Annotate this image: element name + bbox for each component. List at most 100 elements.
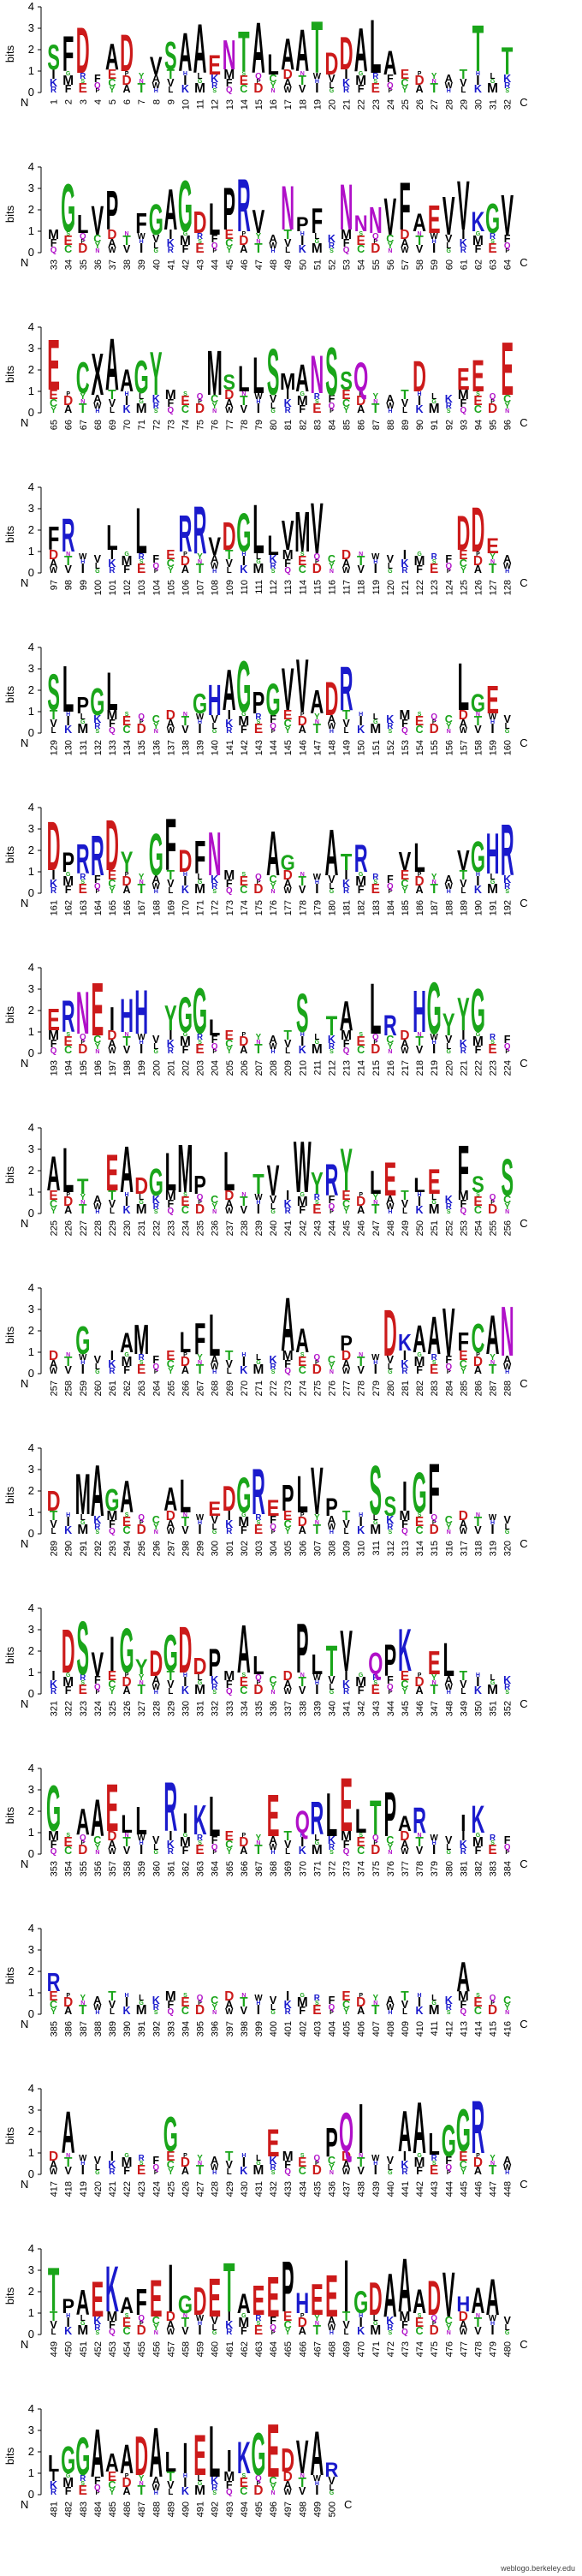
residue-letter: F (167, 1999, 174, 2011)
residue-letter: L (370, 1165, 381, 1202)
residue-letter: Y (270, 882, 276, 891)
residue-letter: G (241, 1512, 246, 1518)
position-label: 309 (342, 1541, 353, 1556)
residue-letter: D (253, 882, 263, 897)
position-label: 7 (137, 99, 147, 104)
residue-letter: R (383, 1010, 397, 1042)
residue-letter: G (417, 2153, 422, 2159)
residue-letter: W (401, 1046, 409, 1056)
residue-letter: Q (504, 1843, 511, 1852)
residue-letter: R (80, 873, 86, 882)
residue-letter: I (169, 1029, 172, 1043)
position-label: 473 (401, 2341, 411, 2357)
residue-letter: Y (285, 1527, 291, 1536)
residue-letter: H (183, 71, 187, 77)
residue-letter: K (474, 1685, 482, 1696)
residue-letter: L (110, 1207, 115, 1216)
residue-letter: G (300, 1192, 306, 1198)
residue-letter: K (181, 884, 189, 896)
residue-letter: K (152, 1194, 160, 1206)
residue-letter: H (95, 408, 99, 414)
position-label: 274 (298, 1380, 308, 1396)
position-label: 95 (489, 420, 499, 430)
residue-letter: T (299, 2476, 307, 2490)
position-label: 99 (79, 580, 89, 590)
position-label: 292 (93, 1541, 104, 1556)
residue-letter: F (475, 1845, 482, 1857)
position-label: 408 (386, 2021, 396, 2036)
residue-letter: H (80, 1360, 85, 1366)
position-label: 42 (181, 259, 191, 270)
residue-letter: G (373, 2321, 378, 2327)
residue-letter: M (136, 1202, 147, 1217)
residue-letter: N (432, 880, 436, 886)
residue-letter: G (490, 880, 496, 886)
residue-letter: P (418, 71, 422, 77)
residue-letter: M (400, 708, 411, 723)
residue-letter: N (140, 79, 144, 85)
residue-letter: V (311, 1455, 324, 1530)
residue-letter: H (315, 79, 319, 85)
residue-letter: W (50, 566, 58, 575)
residue-letter: C (299, 1364, 306, 1376)
residue-letter: M (165, 1189, 176, 1203)
position-label: 481 (50, 2501, 60, 2517)
residue-letter: L (135, 494, 146, 568)
y-tick-label: 0 (28, 886, 34, 899)
residue-letter: L (413, 1173, 425, 1196)
y-axis-label: bits (3, 1966, 16, 1984)
position-label: 183 (371, 900, 382, 915)
residue-letter: M (180, 1035, 191, 1049)
residue-letter: L (326, 1781, 337, 1850)
residue-letter: A (474, 564, 482, 575)
residue-letter: S (472, 1172, 484, 1197)
residue-letter: Y (139, 873, 145, 882)
residue-letter: N (300, 1673, 305, 1679)
residue-letter: Y (329, 2163, 335, 2173)
y-tick-label: 4 (28, 1441, 34, 1454)
residue-letter: N (315, 719, 319, 725)
residue-letter: R (285, 2007, 291, 2017)
y-tick-label: 3 (28, 1943, 34, 1956)
position-label: 266 (181, 1380, 191, 1396)
residue-letter: M (122, 1355, 133, 1369)
residue-letter: Q (270, 2323, 276, 2333)
position-label: 225 (50, 1220, 60, 1236)
residue-letter: P (373, 1840, 377, 1846)
residue-letter: V (270, 1194, 277, 1206)
residue-letter: R (285, 1207, 291, 1216)
position-label: 201 (166, 1060, 176, 1076)
position-label: 91 (430, 420, 440, 430)
position-label: 205 (225, 1060, 235, 1076)
residue-letter: I (257, 2003, 260, 2018)
credit-text: weblogo.berkeley.edu (501, 2564, 575, 2573)
residue-letter: I (182, 2436, 187, 2484)
position-label: 411 (430, 2021, 440, 2036)
residue-letter: Y (329, 562, 335, 571)
position-label: 32 (503, 99, 514, 110)
residue-letter: V (211, 2315, 218, 2327)
y-tick-label: 1 (28, 865, 34, 878)
residue-letter: T (137, 1683, 146, 1697)
position-label: 65 (50, 420, 60, 430)
residue-letter: G (46, 1772, 61, 1846)
residue-letter: C (386, 1034, 394, 1046)
residue-letter: Q (295, 1804, 310, 1840)
residue-letter: Y (431, 1673, 437, 1683)
residue-letter: V (92, 1645, 104, 1684)
residue-letter: H (486, 820, 500, 886)
residue-letter: F (65, 83, 72, 95)
residue-letter: V (181, 1524, 189, 1536)
residue-letter: G (471, 977, 485, 1046)
residue-letter: L (270, 1202, 276, 1212)
residue-letter: V (123, 1845, 131, 1857)
residue-letter: F (284, 2159, 291, 2171)
residue-letter: T (342, 708, 351, 723)
residue-letter: E (312, 1202, 321, 1217)
residue-letter: E (473, 1195, 482, 1209)
residue-letter: Y (343, 2007, 349, 2017)
position-label: 70 (122, 420, 133, 430)
residue-letter: P (447, 1369, 451, 1375)
residue-letter: K (474, 884, 482, 896)
residue-letter: D (134, 2425, 148, 2487)
